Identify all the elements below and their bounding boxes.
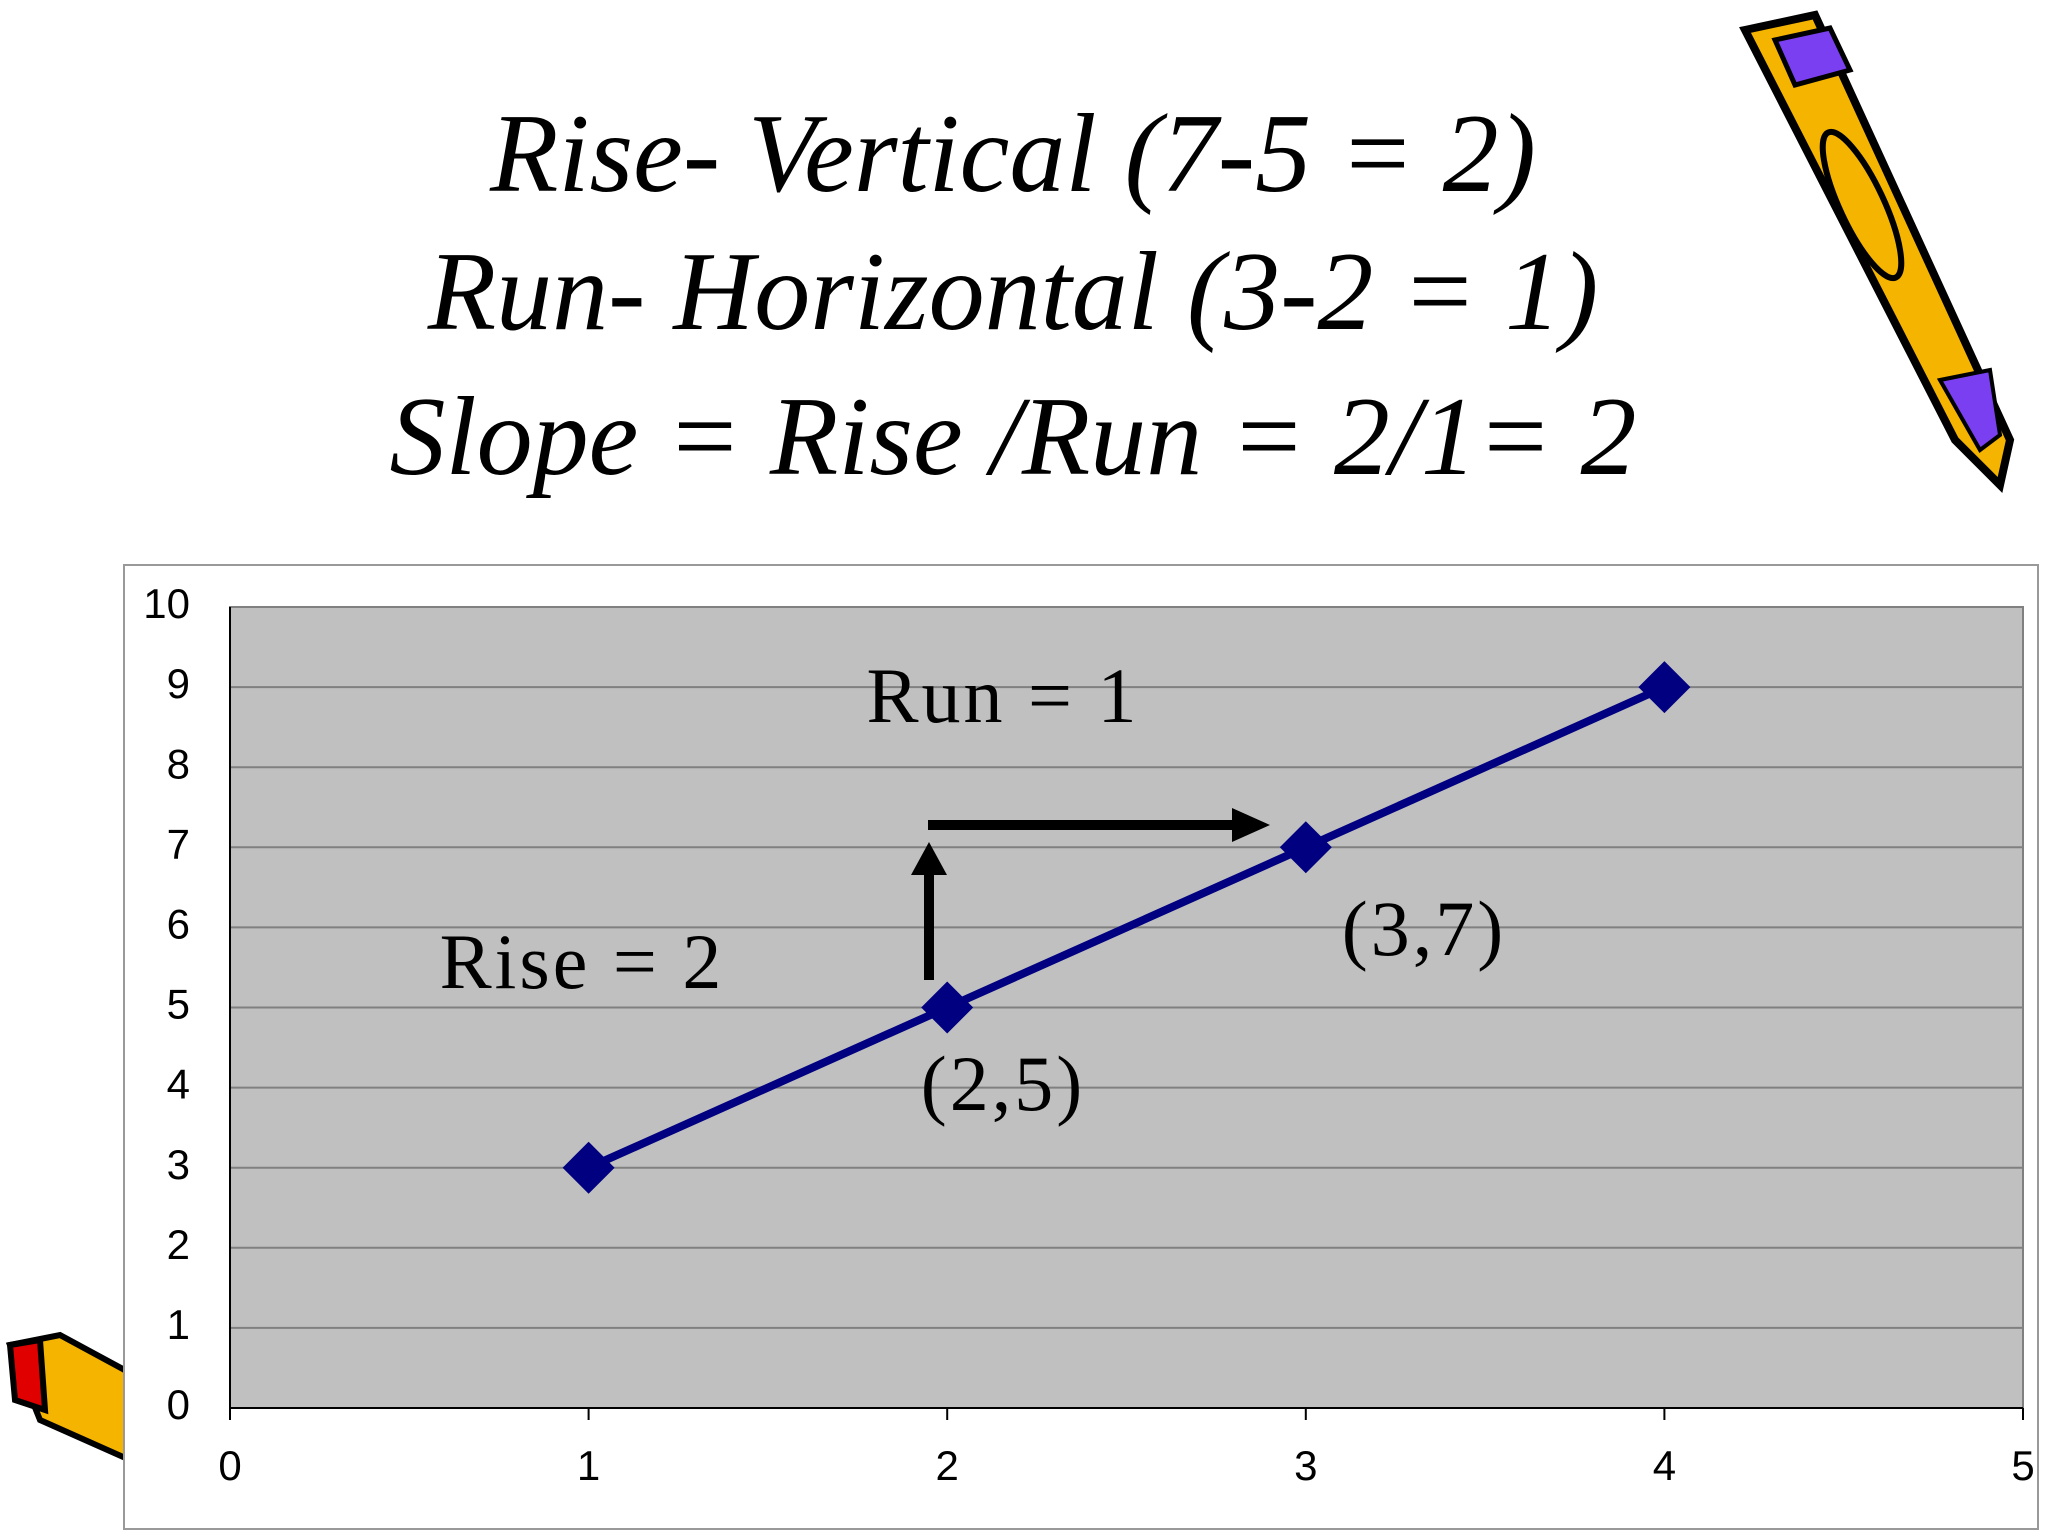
series-line — [586, 683, 1667, 1172]
y-tick-label: 9 — [167, 660, 190, 707]
title-line: Run- Horizontal (3-2 = 1) — [427, 230, 1599, 354]
y-tick-label: 7 — [167, 820, 190, 867]
annotation: (3,7) — [1342, 885, 1506, 972]
y-tick-label: 10 — [143, 580, 190, 627]
annotations: Run = 1 Rise = 2 (2,5) (3,7) — [440, 652, 1506, 1127]
marker — [921, 981, 974, 1034]
x-tick-label: 5 — [2011, 1442, 2034, 1489]
annotation: Rise = 2 — [440, 918, 725, 1005]
x-tick-label: 3 — [1294, 1442, 1317, 1489]
x-tick-label: 2 — [936, 1442, 959, 1489]
annotation: Run = 1 — [866, 652, 1139, 739]
y-tick-label: 5 — [167, 981, 190, 1028]
y-tick-label: 8 — [167, 740, 190, 787]
marker — [562, 1141, 615, 1194]
axes: 0 1 2 3 4 5 6 7 8 9 10 0 1 2 3 4 5 — [143, 580, 2034, 1489]
pencil-decoration — [1739, 10, 2015, 493]
annotation: (2,5) — [921, 1040, 1085, 1127]
y-tick-label: 3 — [167, 1141, 190, 1188]
y-tick-label: 1 — [167, 1301, 190, 1348]
y-tick-label: 4 — [167, 1061, 190, 1108]
title-line: Slope = Rise /Run = 2/1= 2 — [389, 375, 1636, 499]
title: Rise- Vertical (7-5 = 2) Run- Horizontal… — [389, 92, 1636, 499]
x-tick-label: 4 — [1653, 1442, 1676, 1489]
y-tick-label: 2 — [167, 1221, 190, 1268]
marker — [1638, 661, 1691, 714]
x-tick-label: 1 — [577, 1442, 600, 1489]
title-line: Rise- Vertical (7-5 = 2) — [489, 92, 1536, 216]
marker — [1279, 821, 1332, 874]
y-tick-label: 6 — [167, 900, 190, 947]
plot — [562, 661, 1691, 1194]
y-tick-label: 0 — [167, 1381, 190, 1428]
x-tick-label: 0 — [218, 1442, 241, 1489]
arrows — [911, 808, 1270, 980]
